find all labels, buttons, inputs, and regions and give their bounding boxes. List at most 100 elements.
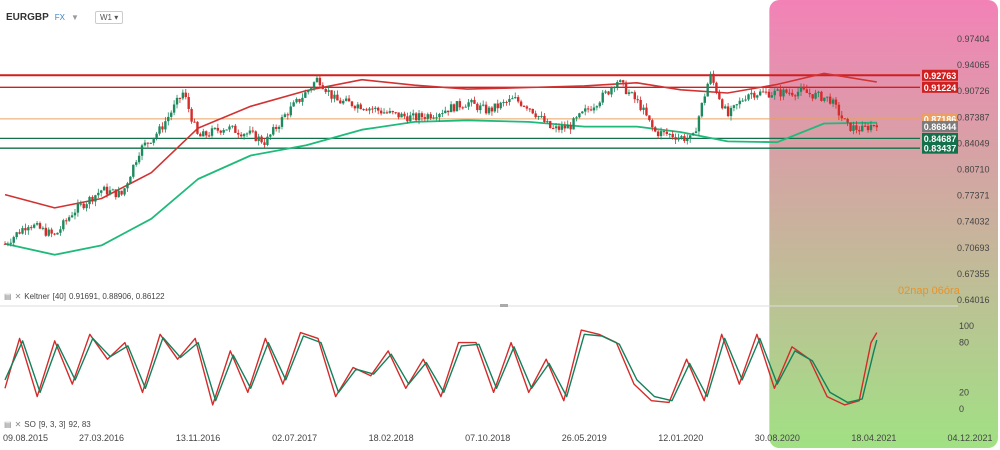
candle (65, 218, 68, 225)
price-tag-2[interactable]: 0.87186 (922, 113, 958, 125)
candle (67, 215, 71, 222)
candle (554, 122, 558, 133)
candle (277, 125, 281, 133)
candle (207, 131, 211, 138)
candle (473, 96, 476, 104)
candle (712, 70, 715, 86)
candle (645, 103, 648, 117)
price-tag-5[interactable]: 0.83437 (922, 142, 958, 154)
indicator-settings-icon[interactable]: ▤ (4, 420, 12, 429)
candle (549, 120, 552, 129)
indicator-settings-icon[interactable]: ▤ (4, 292, 12, 301)
candle (677, 133, 680, 142)
price-tag-0[interactable]: 0.92763 (922, 69, 958, 81)
candle (318, 75, 322, 88)
candle (651, 118, 654, 132)
timeframe-select[interactable]: W1 ▾ (94, 10, 124, 24)
candle (505, 100, 508, 106)
candle (648, 115, 651, 122)
x-tick-label: 13.11.2016 (176, 433, 220, 443)
candle (228, 124, 231, 133)
candle (686, 134, 689, 145)
svg-text:0.87186: 0.87186 (924, 114, 957, 124)
candle (254, 130, 257, 142)
candle (289, 102, 292, 118)
candle (70, 211, 74, 218)
candle (172, 100, 176, 116)
candle (866, 123, 870, 133)
so-line-k (4, 329, 878, 406)
y-tick-label: 0.90726 (957, 86, 990, 96)
candle (237, 129, 240, 139)
price-tag-3[interactable]: 0.86844 (922, 121, 958, 132)
candle (251, 126, 255, 134)
price-tag-1[interactable]: 0.91224 (922, 81, 958, 93)
candle (595, 105, 599, 111)
candle (619, 79, 622, 83)
candle (671, 130, 674, 140)
x-tick-label: 27.03.2016 (79, 433, 124, 443)
candle (441, 109, 444, 117)
candle (97, 188, 100, 198)
candle (333, 90, 336, 103)
candle (356, 101, 360, 113)
candle (350, 100, 354, 108)
candle (301, 93, 304, 106)
symbol-label[interactable]: EURGBP (6, 11, 49, 23)
market-label: FX (54, 12, 66, 22)
candle (514, 92, 517, 99)
candle (79, 200, 83, 207)
candle (852, 121, 855, 135)
candle (391, 110, 394, 115)
chevron-down-icon[interactable]: ▼ (71, 12, 79, 22)
candle (767, 88, 771, 99)
candle (257, 133, 260, 146)
candle (586, 105, 590, 113)
candle (100, 189, 103, 197)
price-tag-4[interactable]: 0.84687 (922, 132, 958, 144)
candle (516, 95, 520, 104)
candle (432, 114, 435, 120)
candle (269, 133, 272, 141)
close-icon[interactable]: ✕ (14, 420, 22, 429)
candle (843, 118, 846, 120)
candle (773, 88, 776, 100)
candle (861, 121, 864, 132)
candle (834, 97, 838, 109)
candle (572, 117, 575, 130)
candle (461, 106, 464, 110)
candle (123, 187, 126, 197)
candle (38, 221, 42, 230)
candle (266, 133, 269, 147)
candle (9, 238, 13, 247)
candle (129, 176, 132, 184)
candle (785, 88, 788, 94)
candle (476, 102, 479, 113)
candle (377, 106, 380, 115)
candle (627, 89, 631, 97)
pane-resize-handle[interactable] (500, 304, 508, 307)
candle (601, 90, 604, 105)
candle (321, 82, 325, 90)
candle (426, 112, 429, 122)
close-icon[interactable]: ✕ (14, 292, 22, 301)
candle (199, 132, 202, 137)
candle (674, 133, 677, 145)
candle (849, 122, 852, 132)
candle (761, 87, 765, 93)
candle (616, 80, 619, 91)
candle (691, 132, 695, 136)
candle (202, 128, 205, 137)
candle (452, 103, 456, 113)
candle (665, 128, 669, 136)
so-name: SO (24, 420, 36, 429)
x-tick-label: 04.12.2021 (947, 433, 992, 443)
candle (280, 114, 284, 130)
candle (21, 225, 24, 235)
candle (53, 232, 56, 236)
candle (528, 108, 532, 113)
candle (50, 227, 53, 238)
candle (234, 123, 237, 134)
candle (213, 127, 217, 130)
